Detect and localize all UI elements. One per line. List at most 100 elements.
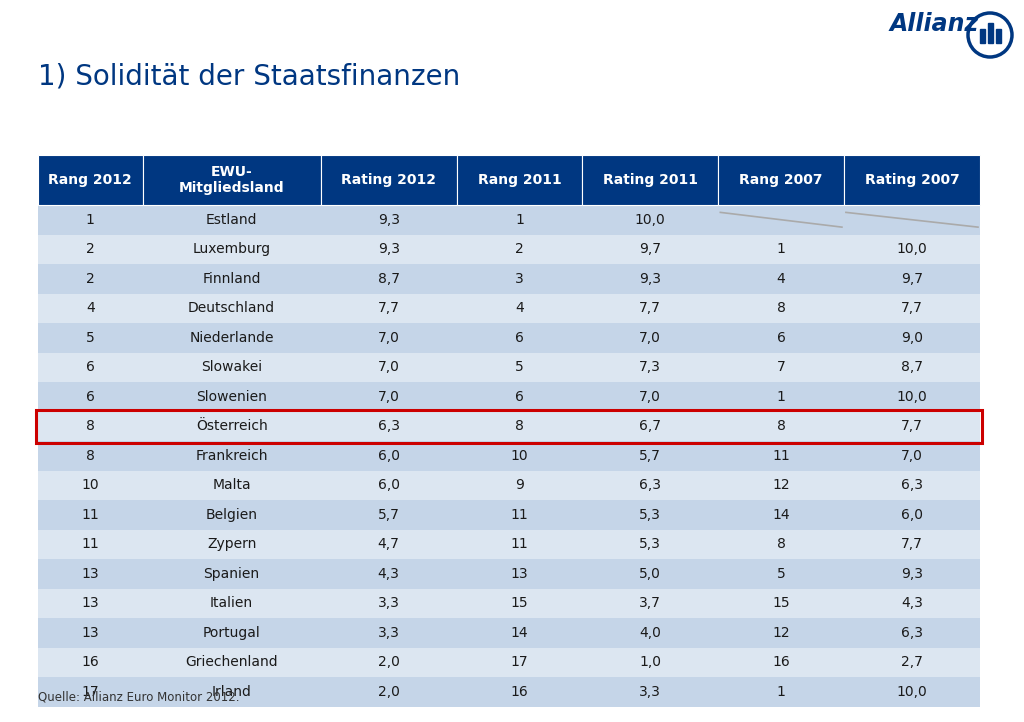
Text: 1: 1 (776, 243, 785, 256)
Bar (38, 471, 980, 500)
Text: 4: 4 (777, 271, 785, 286)
Text: 2: 2 (86, 243, 94, 256)
Text: 13: 13 (82, 596, 99, 610)
Text: 17: 17 (82, 684, 99, 699)
Text: 6: 6 (776, 331, 785, 344)
Bar (38, 382, 980, 412)
Bar (38, 529, 980, 559)
Text: Belgien: Belgien (206, 508, 258, 522)
Text: 2,0: 2,0 (378, 684, 399, 699)
Text: 9,3: 9,3 (639, 271, 662, 286)
Text: 8: 8 (776, 301, 785, 316)
Bar (38, 155, 142, 205)
Bar (38, 205, 980, 235)
Text: 14: 14 (772, 508, 790, 522)
Text: 11: 11 (82, 508, 99, 522)
Text: 6,0: 6,0 (378, 478, 399, 492)
Text: 9,7: 9,7 (901, 271, 923, 286)
Text: 9,3: 9,3 (378, 243, 399, 256)
Bar (844, 155, 980, 205)
Text: 4: 4 (515, 301, 524, 316)
Text: 7,7: 7,7 (901, 301, 923, 316)
Text: 3: 3 (515, 271, 524, 286)
Bar (718, 155, 844, 205)
Text: 6,3: 6,3 (378, 419, 399, 433)
Text: 2,7: 2,7 (901, 656, 923, 669)
Text: 7,7: 7,7 (901, 419, 923, 433)
Text: Frankreich: Frankreich (196, 449, 268, 463)
Text: Rang 2011: Rang 2011 (477, 173, 561, 187)
Text: 10,0: 10,0 (635, 213, 666, 227)
Text: Italien: Italien (210, 596, 253, 610)
Bar (38, 677, 980, 707)
Text: 11: 11 (511, 537, 528, 552)
Bar (38, 294, 980, 323)
Text: 5: 5 (777, 567, 785, 580)
Text: 6,0: 6,0 (378, 449, 399, 463)
Text: Slowenien: Slowenien (197, 390, 267, 404)
Text: 5: 5 (86, 331, 94, 344)
Text: Rating 2012: Rating 2012 (341, 173, 436, 187)
Text: Irland: Irland (212, 684, 252, 699)
Text: 10: 10 (511, 449, 528, 463)
Text: 7,0: 7,0 (378, 331, 399, 344)
Text: 6: 6 (86, 390, 95, 404)
Text: 6: 6 (515, 331, 524, 344)
Text: 15: 15 (511, 596, 528, 610)
Text: Rating 2011: Rating 2011 (603, 173, 697, 187)
Text: 6,0: 6,0 (901, 508, 923, 522)
Bar (38, 441, 980, 471)
Text: 7,7: 7,7 (901, 537, 923, 552)
Text: 7,0: 7,0 (639, 331, 662, 344)
Bar (38, 412, 980, 441)
Text: 5,3: 5,3 (639, 537, 662, 552)
Text: 4: 4 (86, 301, 94, 316)
Text: 9,0: 9,0 (901, 331, 923, 344)
Bar (38, 559, 980, 588)
Text: 13: 13 (82, 567, 99, 580)
Text: 12: 12 (772, 626, 790, 640)
Text: 3,3: 3,3 (378, 596, 399, 610)
Text: 8,7: 8,7 (378, 271, 399, 286)
Bar (995, 29, 1000, 43)
Text: 4,3: 4,3 (901, 596, 923, 610)
Bar (38, 323, 980, 352)
Text: 10,0: 10,0 (897, 390, 928, 404)
Text: Quelle: Allianz Euro Monitor 2012.: Quelle: Allianz Euro Monitor 2012. (38, 690, 240, 703)
Text: EWU-
Mitgliedsland: EWU- Mitgliedsland (179, 165, 285, 195)
Bar (38, 588, 980, 618)
Text: 15: 15 (772, 596, 790, 610)
Text: 4,3: 4,3 (378, 567, 399, 580)
Text: Zypern: Zypern (207, 537, 256, 552)
Text: 8: 8 (86, 419, 95, 433)
Text: 3,3: 3,3 (378, 626, 399, 640)
Text: 13: 13 (82, 626, 99, 640)
Bar (38, 500, 980, 529)
Text: Luxemburg: Luxemburg (193, 243, 270, 256)
Bar (987, 23, 992, 43)
Text: 6,3: 6,3 (901, 478, 923, 492)
Text: Griechenland: Griechenland (185, 656, 278, 669)
Text: 2: 2 (515, 243, 524, 256)
Text: 7,0: 7,0 (378, 360, 399, 374)
Text: Malta: Malta (212, 478, 251, 492)
Text: 7,0: 7,0 (378, 390, 399, 404)
Text: Estland: Estland (206, 213, 257, 227)
Text: Rating 2007: Rating 2007 (864, 173, 959, 187)
Text: 3,7: 3,7 (639, 596, 662, 610)
Text: 1,0: 1,0 (639, 656, 662, 669)
Text: 1: 1 (776, 684, 785, 699)
Text: 7,7: 7,7 (639, 301, 662, 316)
Bar (142, 155, 321, 205)
Text: 5,0: 5,0 (639, 567, 662, 580)
Text: 4,7: 4,7 (378, 537, 399, 552)
Text: 10,0: 10,0 (897, 243, 928, 256)
Bar (38, 352, 980, 382)
Text: Finnland: Finnland (203, 271, 261, 286)
Bar (583, 155, 718, 205)
Text: Portugal: Portugal (203, 626, 260, 640)
Text: 1: 1 (86, 213, 95, 227)
Text: 11: 11 (82, 537, 99, 552)
Text: 5,3: 5,3 (639, 508, 662, 522)
Text: 9: 9 (515, 478, 524, 492)
